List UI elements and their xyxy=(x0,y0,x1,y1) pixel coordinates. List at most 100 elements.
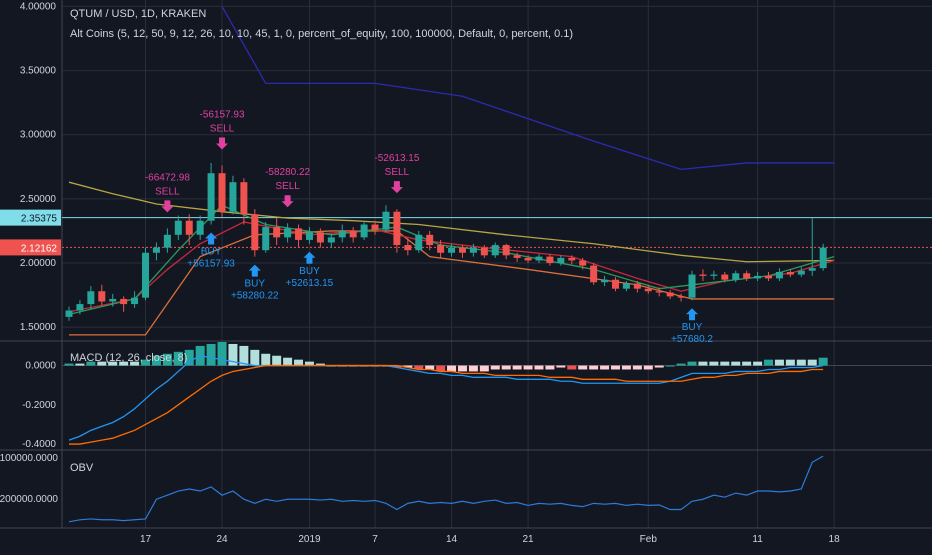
macd-histogram-bar xyxy=(108,361,118,366)
macd-histogram-bar xyxy=(523,365,533,370)
candle-body xyxy=(327,237,335,243)
time-tick-label: 18 xyxy=(829,534,841,545)
macd-histogram-bar xyxy=(457,365,467,372)
price-badge-last xyxy=(0,239,61,256)
macd-histogram-bar xyxy=(250,349,260,366)
candle-body xyxy=(382,211,390,230)
time-tick-label: 14 xyxy=(446,534,458,545)
candle-body xyxy=(601,279,609,283)
buy-label: BUY xyxy=(682,322,703,333)
time-tick-label: 7 xyxy=(372,534,378,545)
macd-histogram-bar xyxy=(151,355,161,366)
price-badge-cyan xyxy=(0,209,61,226)
sell-arrow-icon xyxy=(390,181,403,194)
price-tick-label: 2.50000 xyxy=(20,194,57,205)
candle-body xyxy=(98,291,106,302)
symbol-legend: QTUM / USD, 1D, KRAKEN xyxy=(70,8,207,20)
price-badge-cyan-text: 2.35375 xyxy=(21,214,58,225)
candle-body xyxy=(688,274,696,298)
buy-label: BUY xyxy=(299,266,320,277)
candle-body xyxy=(655,291,663,293)
sell-label: SELL xyxy=(385,167,410,178)
macd-histogram-bar xyxy=(654,365,664,368)
macd-histogram-bar xyxy=(818,357,828,366)
macd-histogram-bar xyxy=(785,359,795,366)
price-tick-label: 1.50000 xyxy=(20,322,57,333)
candle-body xyxy=(338,230,346,238)
macd-histogram-bar xyxy=(764,359,774,366)
macd-histogram-bar xyxy=(512,365,522,370)
macd-histogram-bar xyxy=(501,365,511,370)
candle-body xyxy=(644,288,652,292)
macd-histogram-bar xyxy=(217,342,227,366)
candle-body xyxy=(437,245,445,253)
macd-histogram-bar xyxy=(239,345,249,366)
macd-tick-label: -0.4000 xyxy=(22,439,56,450)
candle-body xyxy=(360,224,368,238)
candle-body xyxy=(207,173,215,221)
candle-body xyxy=(196,220,204,235)
macd-histogram-bar xyxy=(206,343,216,366)
macd-histogram-bar xyxy=(436,365,446,372)
time-tick-label: 2019 xyxy=(298,534,321,545)
candle-body xyxy=(480,247,488,256)
macd-histogram-bar xyxy=(753,361,763,366)
candle-body xyxy=(229,182,237,212)
macd-histogram-bar xyxy=(698,361,708,366)
macd-histogram-bar xyxy=(774,359,784,366)
macd-histogram-bar xyxy=(567,365,577,370)
macd-histogram-bar xyxy=(665,365,675,367)
candle-body xyxy=(699,274,707,276)
candle-body xyxy=(819,247,827,269)
macd-histogram-bar xyxy=(392,365,402,368)
candle-body xyxy=(415,234,423,251)
macd-histogram-bar xyxy=(130,361,140,366)
candle-body xyxy=(163,234,171,248)
candle-body xyxy=(273,227,281,238)
time-tick-label: 21 xyxy=(522,534,534,545)
candle-body xyxy=(131,297,139,305)
buy-amount-label: +56157.93 xyxy=(187,259,235,270)
candle-body xyxy=(371,224,379,230)
macd-histogram-bar xyxy=(534,365,544,370)
macd-histogram-bar xyxy=(632,365,642,370)
candle-body xyxy=(87,291,95,305)
candle-body xyxy=(775,272,783,279)
obv-tick-label: -200000.0000 xyxy=(0,494,58,505)
candle-body xyxy=(185,220,193,235)
candle-body xyxy=(174,220,182,235)
buy-amount-label: +58280.22 xyxy=(231,291,279,302)
macd-histogram-bar xyxy=(545,365,555,370)
macd-histogram-bar xyxy=(294,359,304,366)
candle-body xyxy=(284,228,292,238)
candle-body xyxy=(710,274,718,276)
candle-body xyxy=(458,247,466,253)
candle-body xyxy=(797,270,805,275)
candle-body xyxy=(568,257,576,261)
candle-body xyxy=(65,310,73,317)
candle-body xyxy=(546,256,554,264)
macd-histogram-bar xyxy=(611,365,620,370)
macd-histogram-bar xyxy=(731,361,741,366)
buy-amount-label: +52613.15 xyxy=(286,278,334,289)
sell-arrow-icon xyxy=(161,200,174,213)
macd-histogram-bar xyxy=(304,361,314,366)
obv-panel-title: OBV xyxy=(70,462,94,474)
buy-arrow-icon xyxy=(303,251,316,264)
candle-body xyxy=(808,268,816,271)
macd-histogram-bar xyxy=(742,361,752,366)
candle-body xyxy=(218,173,226,212)
candle-body xyxy=(502,245,510,256)
sell-label: SELL xyxy=(275,181,300,192)
price-tick-label: 3.00000 xyxy=(20,130,57,141)
candle-body xyxy=(590,265,598,283)
candle-body xyxy=(349,230,357,238)
candle-body xyxy=(240,182,248,215)
candle-body xyxy=(262,227,270,251)
macd-histogram-bar xyxy=(272,355,282,366)
candle-body xyxy=(732,273,740,280)
macd-histogram-bar xyxy=(720,361,730,366)
macd-histogram-bar xyxy=(468,365,478,372)
